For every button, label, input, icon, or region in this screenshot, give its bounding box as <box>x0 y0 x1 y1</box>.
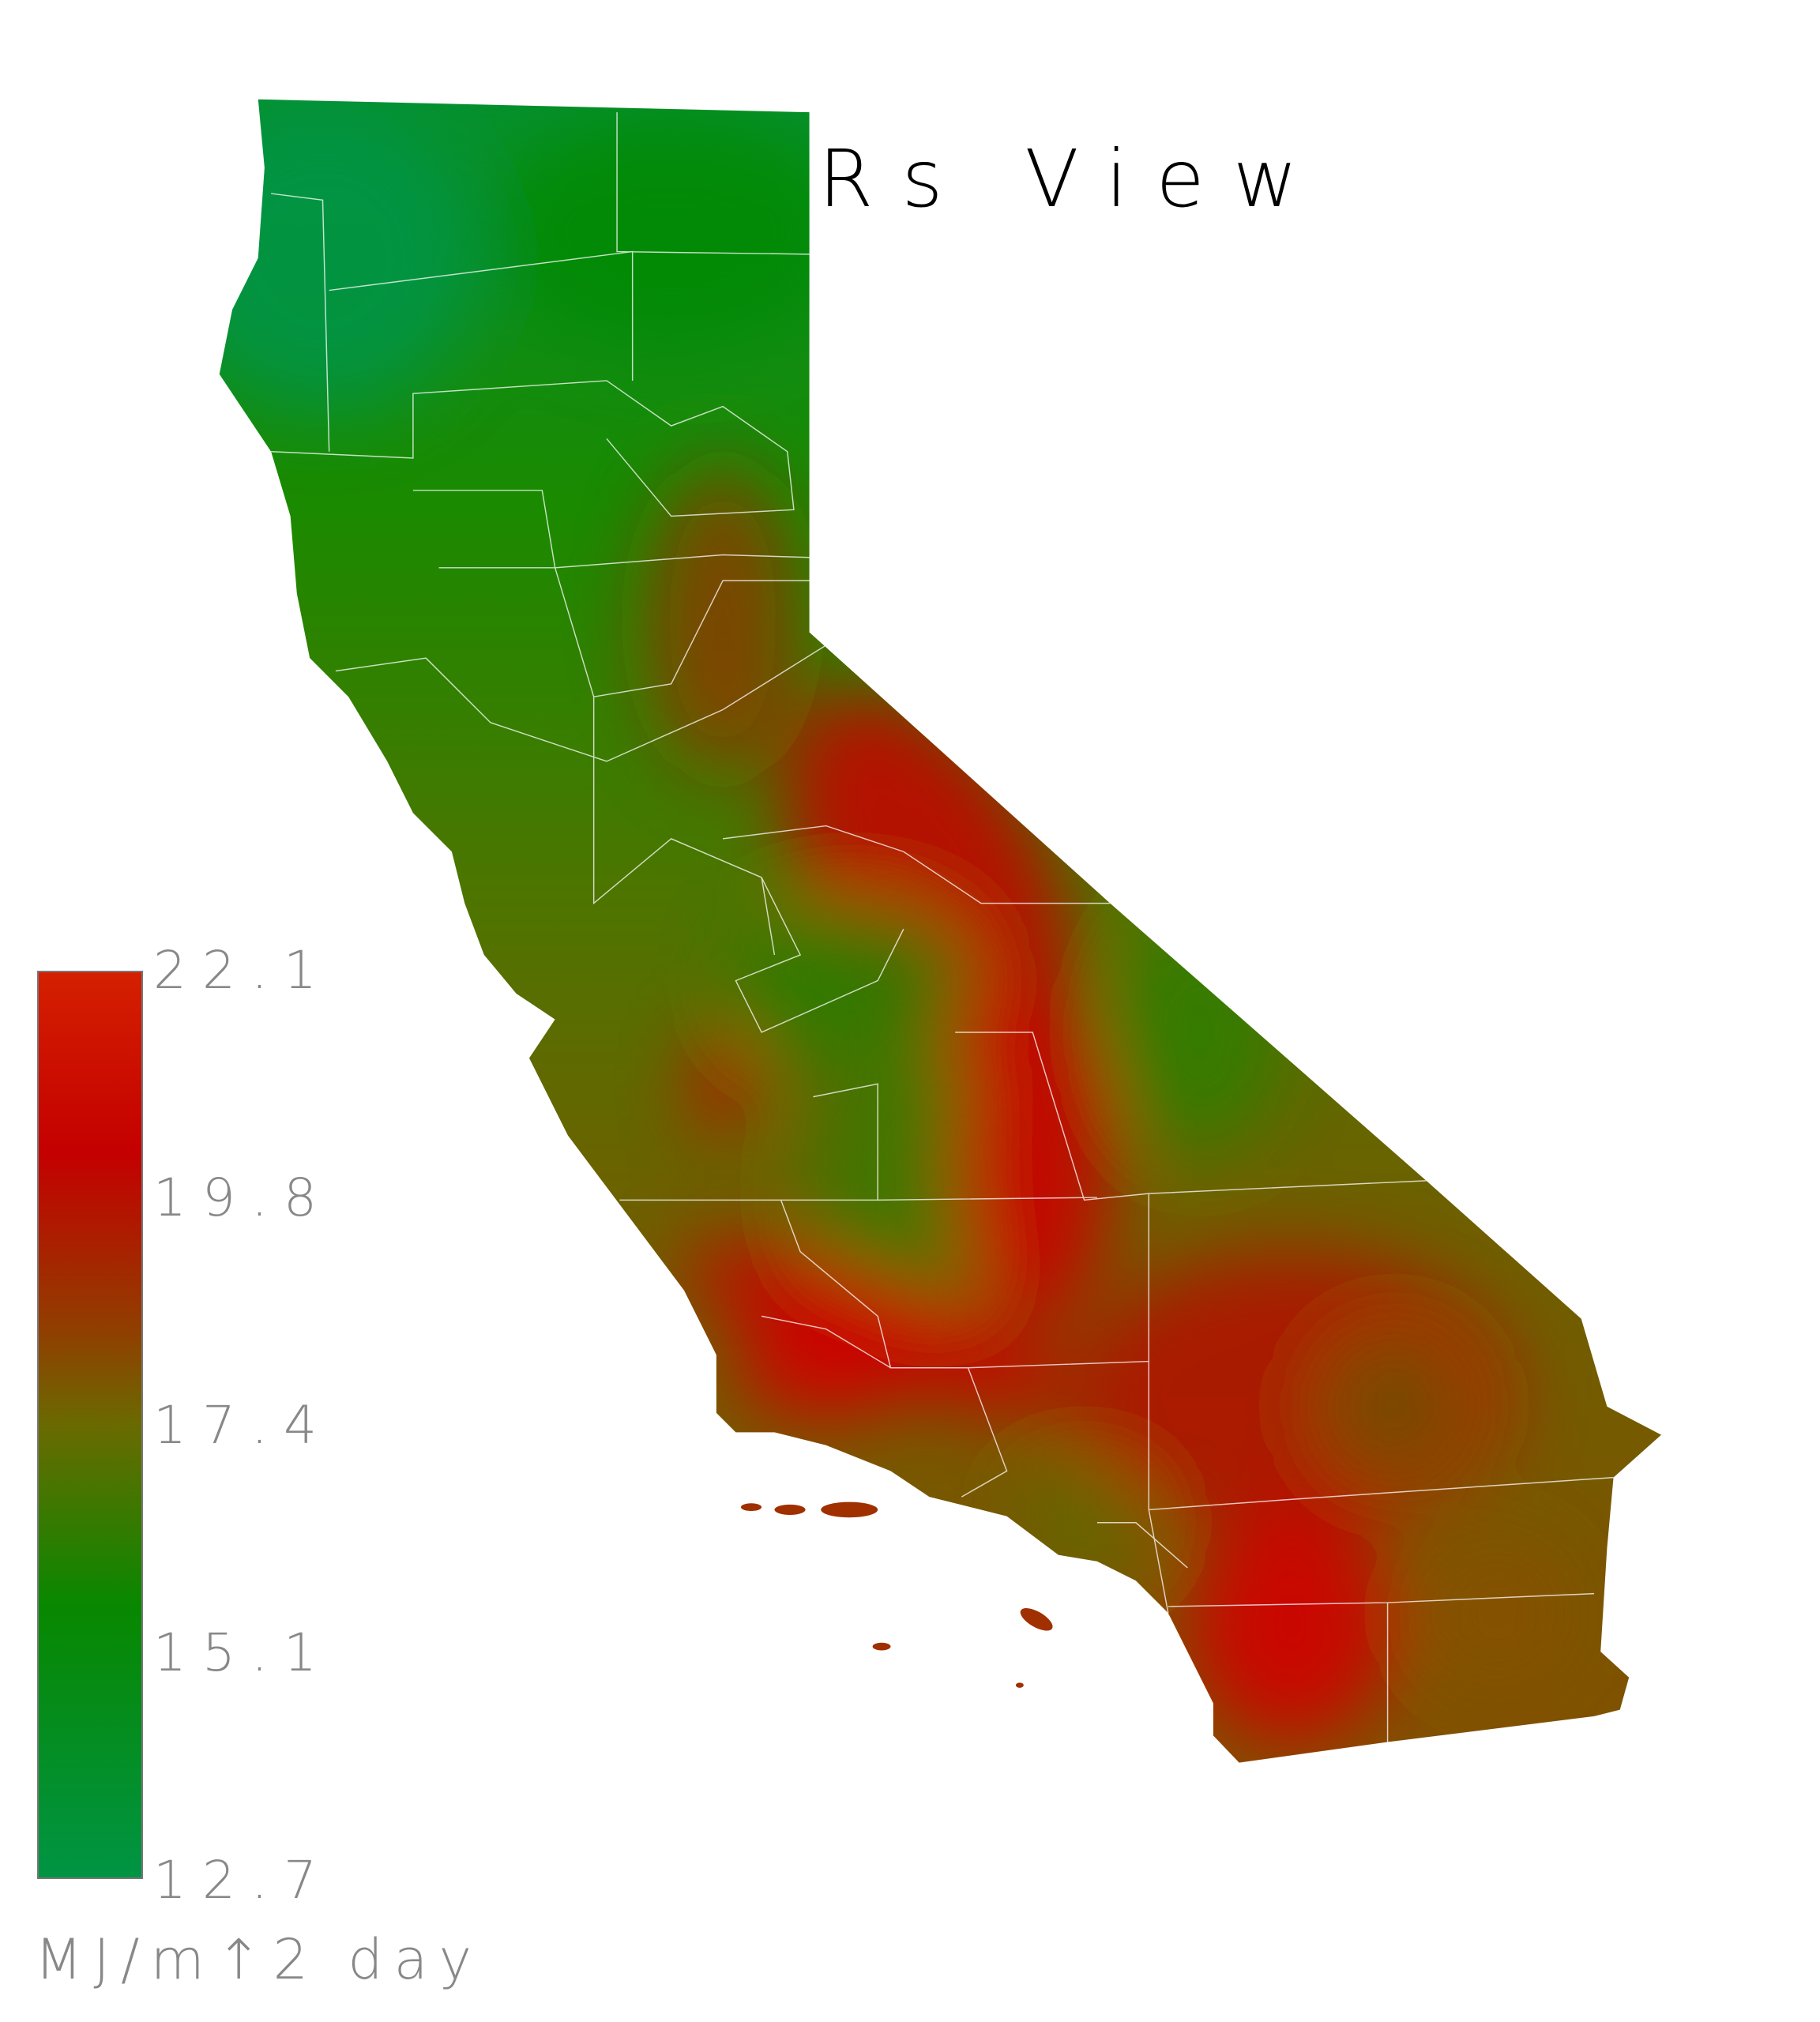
channel-islands <box>740 1501 1053 1688</box>
colorbar-gradient <box>39 972 141 1877</box>
colorbar-units: MJ/m↑2 day <box>35 1927 483 1992</box>
colorbar <box>37 971 143 1879</box>
map-title: Rs View <box>818 133 1326 225</box>
colorbar-tick: 15.1 <box>153 1622 333 1683</box>
colorbar-tick: 19.8 <box>153 1167 333 1228</box>
colorbar-tick: 12.7 <box>153 1850 333 1911</box>
county-boundaries <box>271 112 1614 1742</box>
colorbar-tick: 22.1 <box>153 940 333 1001</box>
colorbar-tick: 17.4 <box>153 1395 333 1456</box>
